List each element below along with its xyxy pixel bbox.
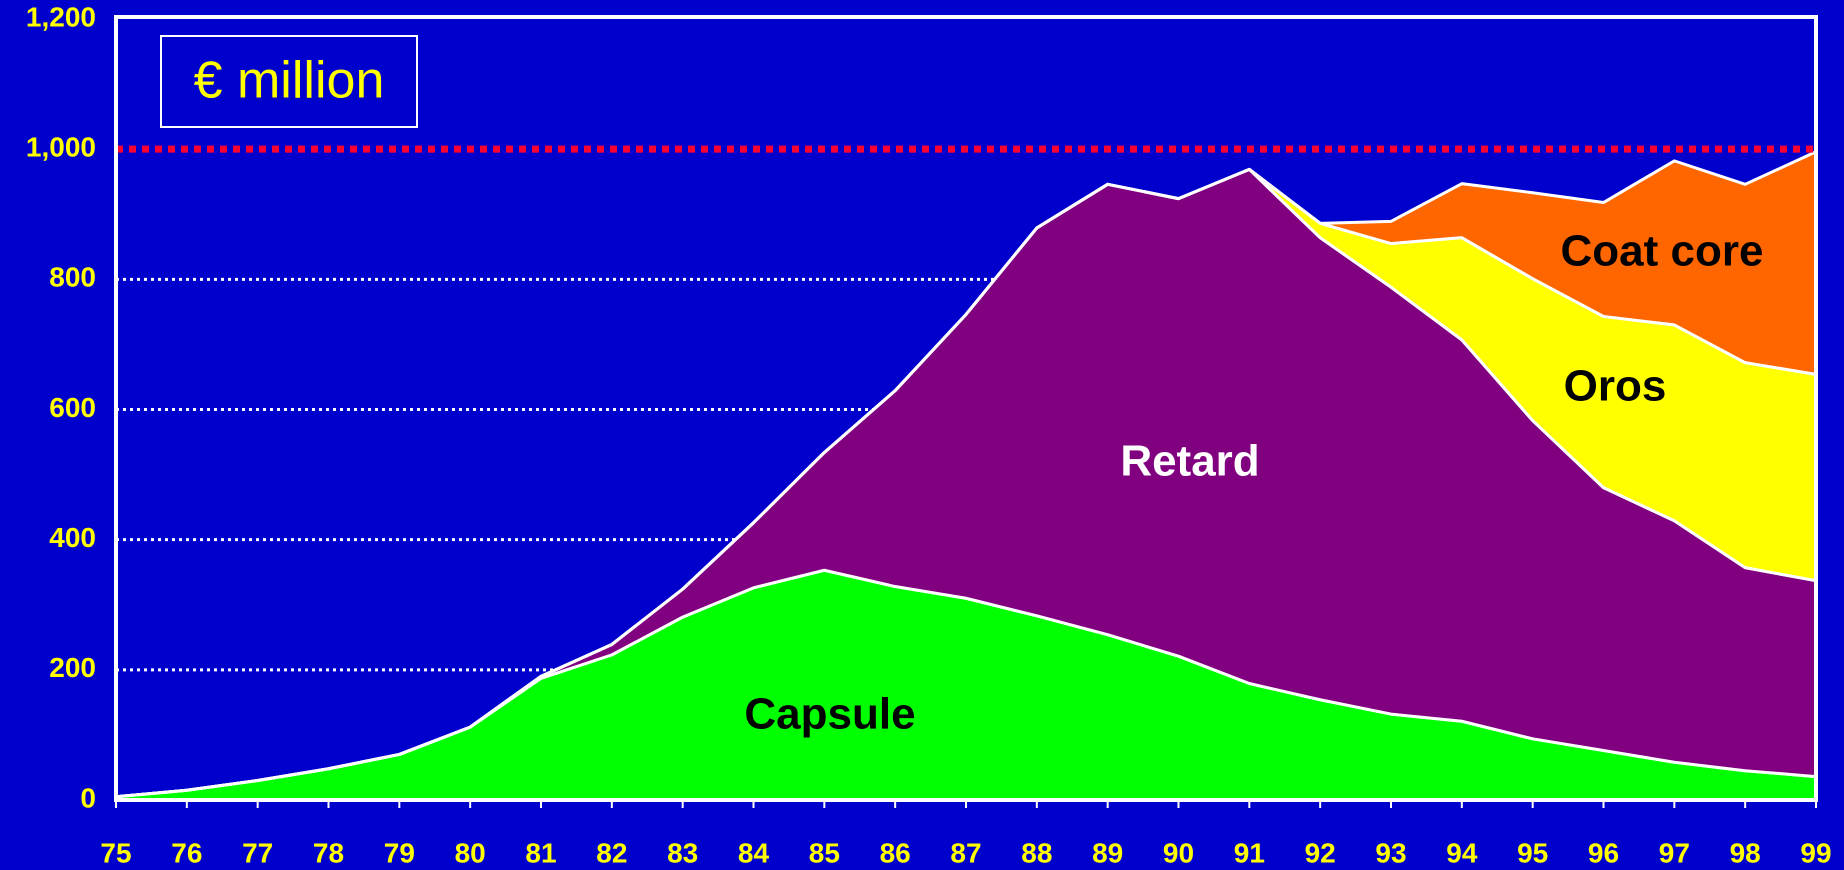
x-tick-label: 97 bbox=[1659, 837, 1690, 868]
x-tick-label: 88 bbox=[1021, 837, 1052, 868]
x-tick-label: 82 bbox=[596, 837, 627, 868]
x-tick-label: 96 bbox=[1588, 837, 1619, 868]
x-tick-label: 80 bbox=[455, 837, 486, 868]
x-tick-label: 84 bbox=[738, 837, 770, 868]
x-tick-label: 91 bbox=[1234, 837, 1265, 868]
x-tick-label: 95 bbox=[1517, 837, 1548, 868]
x-tick-label: 77 bbox=[242, 837, 273, 868]
x-tick-label: 94 bbox=[1446, 837, 1478, 868]
y-tick-label: 200 bbox=[49, 652, 96, 683]
x-tick-label: 87 bbox=[950, 837, 981, 868]
x-tick-label: 90 bbox=[1163, 837, 1194, 868]
series-label: Coat core bbox=[1561, 227, 1764, 276]
x-tick-label: 79 bbox=[384, 837, 415, 868]
y-tick-label: 1,200 bbox=[26, 1, 96, 32]
annotation-box bbox=[160, 35, 418, 128]
x-tick-label: 81 bbox=[525, 837, 556, 868]
annotation: € million bbox=[194, 52, 385, 110]
overlay: Capsule Retard Oros Coat core bbox=[114, 15, 1818, 802]
y-tick-label: 800 bbox=[49, 262, 96, 293]
x-tick-label: 92 bbox=[1305, 837, 1336, 868]
x-tick-label: 75 bbox=[100, 837, 131, 868]
y-tick-label: 400 bbox=[49, 522, 96, 553]
x-tick-label: 98 bbox=[1730, 837, 1761, 868]
x-tick-label: 89 bbox=[1092, 837, 1123, 868]
x-tick-label: 93 bbox=[1375, 837, 1406, 868]
x-tick-label: 99 bbox=[1800, 837, 1831, 868]
series-label: Oros bbox=[1564, 362, 1667, 411]
y-tick-label: 1,000 bbox=[26, 132, 96, 163]
x-tick-label: 85 bbox=[809, 837, 840, 868]
series-label: Capsule bbox=[744, 690, 915, 739]
x-tick-label: 78 bbox=[313, 837, 344, 868]
series-label: Retard bbox=[1120, 437, 1259, 486]
x-tick-label: 83 bbox=[667, 837, 698, 868]
x-tick-label: 76 bbox=[171, 837, 202, 868]
x-tick-label: 86 bbox=[880, 837, 911, 868]
y-tick-label: 600 bbox=[49, 392, 96, 423]
y-tick-label: 0 bbox=[80, 782, 96, 813]
